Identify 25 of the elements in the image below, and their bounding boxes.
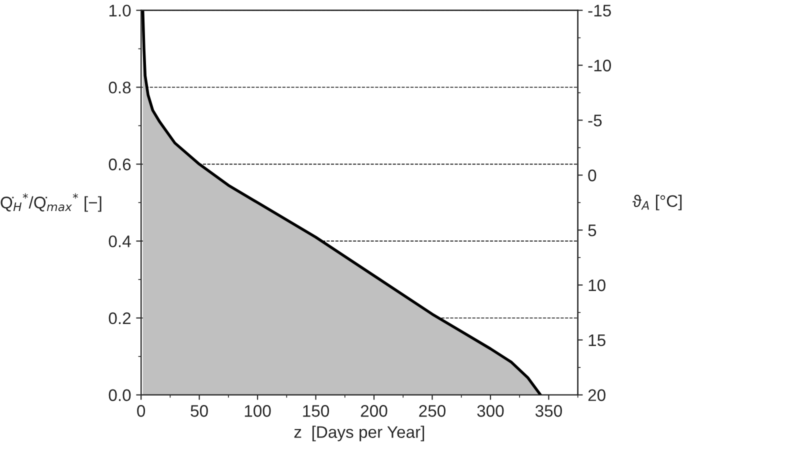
y-tick-label: 0.4 (108, 235, 131, 248)
y2-tick-label: 0 (588, 170, 596, 182)
x-tick-label: 50 (190, 405, 208, 417)
y-tick-label: 1.0 (109, 4, 131, 17)
y2-tick-label: 15 (588, 334, 606, 346)
y2-axis-title: ϑ$_{A}$ [°C] (632, 194, 682, 210)
y2-tick-label: 20 (588, 389, 606, 402)
y-axis-title: Q̇$_{H}$$^{*}$/Q̇$_{max}$$^{*}$ [−] (0, 193, 102, 212)
x-axis-title: z [Days per Year] (294, 426, 424, 442)
y-tick-label: 0.2 (108, 312, 131, 324)
x-tick-label: 100 (244, 405, 271, 417)
x-tick-label: 350 (535, 405, 562, 417)
y-tick-label: 0.0 (108, 389, 131, 402)
x-tick-label: 200 (360, 405, 388, 417)
y2-tick-label: 5 (588, 224, 596, 236)
x-tick-label: 250 (419, 405, 446, 417)
y2-tick-label: -15 (588, 4, 611, 17)
x-tick-label: 0 (137, 405, 146, 417)
y-tick-label: 0.8 (108, 82, 131, 94)
y2-tick-label: 10 (588, 279, 606, 292)
x-tick-label: 300 (477, 405, 504, 417)
y2-tick-label: -5 (588, 114, 602, 126)
y2-tick-label: -10 (588, 60, 611, 72)
y-tick-label: 0.6 (108, 158, 131, 170)
x-tick-label: 150 (303, 405, 330, 417)
